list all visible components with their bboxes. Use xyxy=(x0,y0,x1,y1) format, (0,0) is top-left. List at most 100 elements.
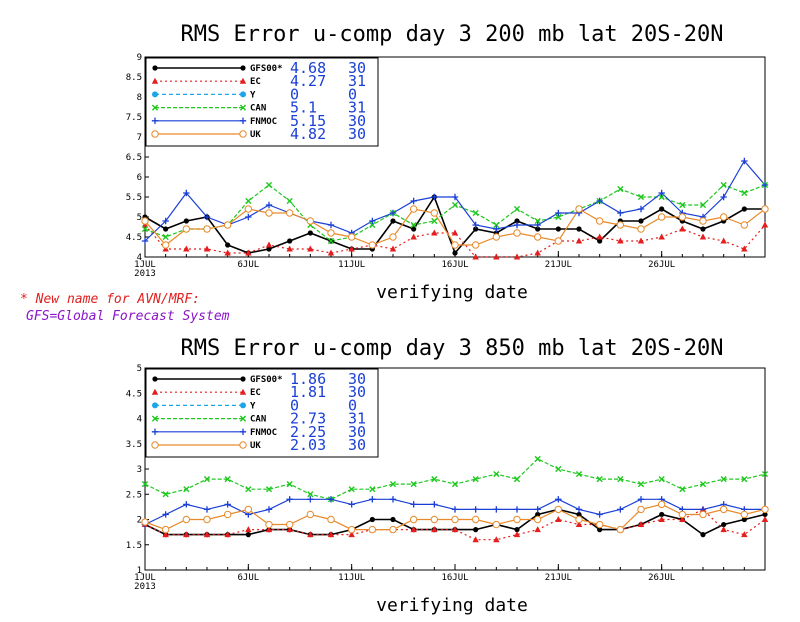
data-point xyxy=(657,500,666,509)
data-point xyxy=(203,213,211,221)
series-markers xyxy=(141,455,769,543)
data-point xyxy=(534,221,541,229)
data-point xyxy=(410,526,417,533)
data-point xyxy=(287,238,293,244)
y-tick-label: 4.5 xyxy=(126,233,142,243)
data-point xyxy=(203,225,211,233)
data-point xyxy=(721,521,727,528)
legend-marker xyxy=(152,91,158,98)
data-point xyxy=(368,241,377,249)
y-tick-label: 5 xyxy=(137,213,142,223)
legend-stat-value: 4.27 xyxy=(290,72,326,90)
data-point xyxy=(575,515,583,524)
data-point xyxy=(431,476,438,483)
data-point xyxy=(637,496,645,503)
y-axis: 1 1.5 2 2.5 3 3.5 4 4.5 5 xyxy=(126,364,149,576)
y-tick-label: 2 xyxy=(137,516,142,526)
data-point xyxy=(720,476,727,483)
data-point xyxy=(493,536,500,543)
data-point xyxy=(224,249,231,256)
data-point xyxy=(265,506,273,513)
data-point xyxy=(203,506,211,513)
x-tick-label: 26JUL xyxy=(648,573,675,583)
y-tick-label: 4 xyxy=(137,415,142,425)
x-tick-label: 11JUL xyxy=(338,573,365,583)
legend-marker xyxy=(240,402,246,409)
footnote-line-2: GFS=Global Forecast System xyxy=(26,309,230,324)
legend-stat-value: 4.82 xyxy=(290,125,326,143)
data-point xyxy=(741,189,748,197)
legend-marker xyxy=(239,117,247,124)
data-point xyxy=(348,501,355,508)
data-point xyxy=(410,501,417,508)
data-point xyxy=(575,521,583,528)
data-point xyxy=(699,233,707,240)
data-point xyxy=(761,181,769,189)
data-point xyxy=(761,516,769,522)
data-point xyxy=(452,250,458,256)
legend-stat-count: 0 xyxy=(348,396,357,414)
data-point xyxy=(555,516,562,522)
data-point xyxy=(533,233,542,241)
data-point xyxy=(658,189,665,197)
y-tick-label: 4.5 xyxy=(126,389,142,399)
data-point xyxy=(472,506,479,513)
data-point xyxy=(307,230,313,236)
legend-marker xyxy=(240,91,246,98)
legend-marker xyxy=(151,428,159,435)
data-point xyxy=(369,221,376,229)
x-tick-label: 16JUL xyxy=(441,573,468,583)
data-point xyxy=(430,209,439,217)
data-point xyxy=(327,229,335,237)
chart-200mb: RMS Error u-comp day 3 200 mb lat 20S-20… xyxy=(126,22,769,303)
data-point xyxy=(596,511,603,518)
y-tick-label: 2.5 xyxy=(126,490,142,500)
data-point xyxy=(390,516,396,523)
legend-series-name: EC xyxy=(250,388,261,398)
data-point xyxy=(410,481,417,488)
data-point xyxy=(534,526,541,533)
data-point xyxy=(575,205,583,213)
legend: GFS00* 1.86 30 EC 1.81 30 Y 0 0 CAN 2.73 31 FNMOC 2.2… xyxy=(151,370,366,454)
legend-series-name: Y xyxy=(250,90,256,100)
data-point xyxy=(514,527,520,533)
y-tick-label: 3 xyxy=(137,465,142,475)
data-point xyxy=(699,481,707,488)
legend-marker xyxy=(240,65,246,71)
data-point xyxy=(389,481,397,488)
data-point xyxy=(431,229,438,236)
data-point xyxy=(162,491,169,498)
data-point xyxy=(163,226,169,232)
data-point xyxy=(161,525,170,534)
legend-series-name: FNMOC xyxy=(250,428,277,438)
y-tick-label: 3.5 xyxy=(126,440,142,450)
data-point xyxy=(658,476,665,483)
data-point xyxy=(514,218,520,224)
x-tick-label: 21JUL xyxy=(545,573,572,583)
data-point xyxy=(183,245,190,252)
data-point xyxy=(471,241,480,249)
data-point xyxy=(245,213,252,221)
data-point xyxy=(183,531,190,538)
data-point xyxy=(327,249,335,256)
data-point xyxy=(265,520,273,529)
legend-series-name: GFS00* xyxy=(250,64,283,74)
legend: GFS00* 4.68 30 EC 4.27 31 Y 0 0 CAN 5.1 31 FNMOC 5.15… xyxy=(151,59,366,143)
data-point xyxy=(658,233,665,240)
data-point xyxy=(533,515,542,524)
legend-series-name: CAN xyxy=(250,415,266,425)
data-point xyxy=(306,217,315,225)
legend-marker xyxy=(239,415,247,422)
legend-box xyxy=(145,57,379,147)
data-point xyxy=(430,515,439,524)
legend-stat-value: 5.1 xyxy=(290,99,317,117)
data-point xyxy=(389,209,397,217)
data-point xyxy=(596,233,603,240)
chart-title: RMS Error u-comp day 3 850 mb lat 20S-20… xyxy=(180,336,723,361)
x-axis-label: verifying date xyxy=(376,595,528,616)
data-point xyxy=(183,501,190,508)
data-point xyxy=(451,481,459,488)
data-point xyxy=(740,510,749,519)
data-point xyxy=(720,193,727,201)
data-point xyxy=(223,221,232,229)
